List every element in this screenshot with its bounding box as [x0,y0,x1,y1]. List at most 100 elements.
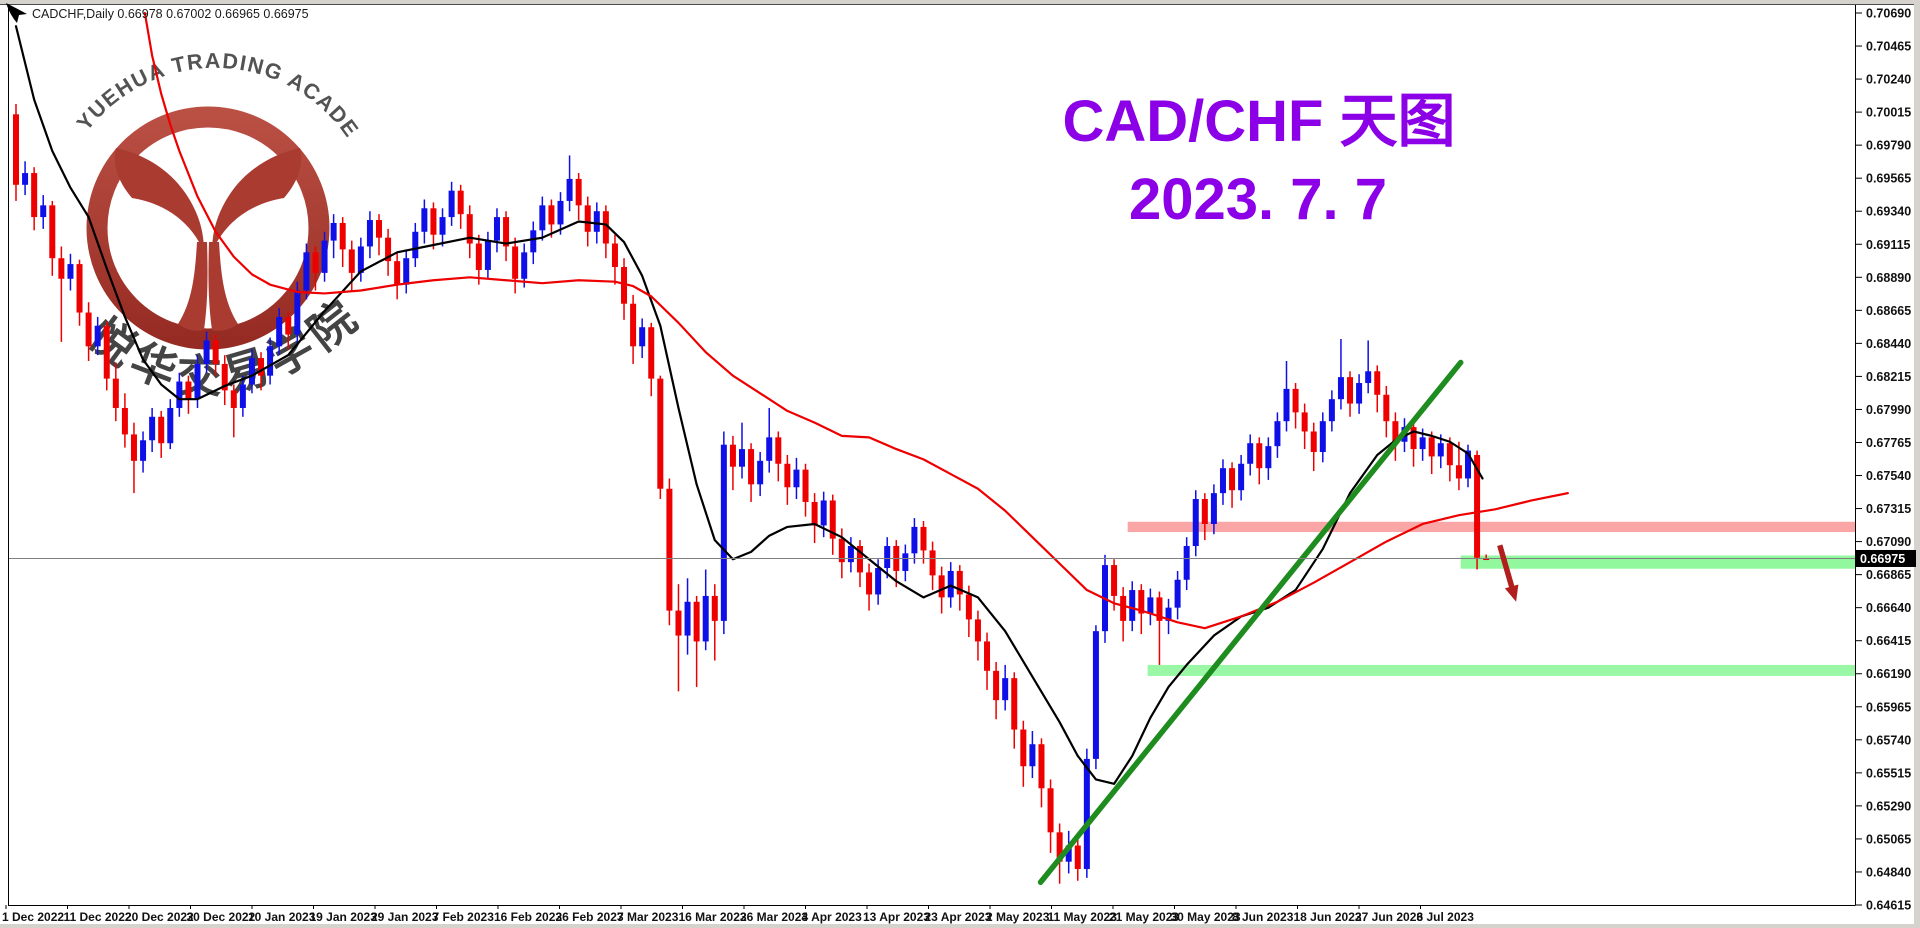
candle-down [1483,558,1490,561]
candle-up [1319,421,1326,453]
candle-down [103,325,110,379]
candle-down [1383,394,1390,422]
candle-up [766,437,773,461]
candle-down [49,205,56,259]
symbol-quote-line: CADCHF,Daily 0.66978 0.67002 0.66965 0.6… [32,7,309,21]
candle-down [130,434,137,461]
candle-up [720,444,727,621]
candle-down [58,258,65,279]
candle-up [1210,493,1217,524]
candle-up [566,178,573,201]
chart-annotation-date: 2023. 7. 7 [1129,167,1387,232]
candle-down [185,381,192,400]
candle-down [802,469,809,502]
candle-down [748,449,755,485]
price-axis-label: 0.67090 [1866,535,1911,549]
candle-up [239,384,246,408]
price-axis-label: 0.70690 [1866,7,1911,21]
crosshair-pointer-icon[interactable] [6,3,27,23]
candle-down [1074,845,1081,870]
candle-down [811,501,818,526]
date-axis-label: 27 Jun 2023 [1355,910,1423,924]
candle-up [439,217,446,235]
candle-up [1337,377,1344,400]
candle-up [1265,446,1272,469]
candle-down [775,437,782,464]
candle-up [1238,463,1245,491]
date-axis-label: 16 Feb 2023 [494,910,562,924]
price-axis-label: 0.68440 [1866,337,1911,351]
resistance-zone [1127,521,1855,533]
candle-down [112,378,119,408]
window-right-edge [1914,4,1920,928]
candle-down [376,220,382,238]
candle-up [1419,437,1426,450]
price-axis-label: 0.66865 [1866,568,1911,582]
price-axis-label: 0.69340 [1866,205,1911,219]
current-price-badge [1856,549,1916,567]
candle-down [1446,443,1453,466]
price-axis-label: 0.68665 [1866,304,1911,318]
candle-down [430,208,437,235]
down-arrow-shaft[interactable] [1497,544,1516,593]
candle-up [793,469,800,488]
candle-down [621,267,628,304]
candle-up [403,258,410,285]
candle-up [1129,590,1136,621]
date-axis-label: 26 Feb 2023 [556,910,624,924]
candle-down [611,243,618,268]
candle-down [1229,468,1236,491]
candle-down [1455,465,1462,479]
candle-up [847,545,854,563]
candle-down [1120,595,1127,621]
axes-layer: 0.70690 0.70465 0.70240 0.70015 0.69790 0.695… [2,7,1916,924]
candle-up [203,340,210,364]
price-axis-label: 0.68890 [1866,271,1911,285]
candle-down [1428,437,1435,457]
candle-up [1174,579,1181,608]
date-axis-label: 18 Jun 2023 [1294,910,1362,924]
candle-down [221,363,228,391]
candle-down [258,358,265,376]
price-axis-label: 0.68215 [1866,370,1911,384]
candle-down [984,641,991,671]
candle-down [1256,443,1263,469]
date-axis-label: 23 Apr 2023 [925,910,992,924]
price-axis-label: 0.70015 [1866,106,1911,120]
candle-up [276,316,283,347]
candle-up [267,346,274,376]
zones-layer [1127,521,1855,676]
candle-up [67,264,74,279]
date-axis-label: 11 Dec 2022 [64,910,132,924]
date-axis-label: 29 Jan 2023 [371,910,439,924]
candle-down [1201,499,1208,524]
candle-down [856,545,863,573]
ascending-trendline[interactable] [1037,359,1464,885]
price-axis-label: 0.66640 [1866,601,1911,615]
price-axis-label: 0.65515 [1866,766,1911,780]
candle-up [493,217,500,241]
date-axis-label: 2 May 2023 [986,910,1050,924]
candle-up [1247,443,1254,464]
date-axis-label: 30 May 2023 [1171,910,1241,924]
yuehua-logo-watermark: YUEHUA TRADING ACADEMY 悦华交易学院 [0,0,365,404]
candle-up [639,327,646,347]
candle-up [1219,468,1226,494]
candle-down [457,190,464,215]
candle-up [40,205,47,218]
candle-up [22,173,29,185]
candle-up [1002,678,1009,701]
down-arrow-head-icon[interactable] [1504,584,1519,602]
price-axis-label: 0.67540 [1866,469,1911,483]
candle-up [484,240,491,270]
candle-up [530,230,537,253]
candle-down [956,570,963,595]
candles-layer [13,104,1490,884]
candle-down [1047,788,1054,833]
price-axis-label: 0.70240 [1866,73,1911,87]
candle-up [140,440,147,461]
candle-up [1283,388,1290,422]
candle-down [729,444,736,467]
price-axis-label: 0.66190 [1866,667,1911,681]
